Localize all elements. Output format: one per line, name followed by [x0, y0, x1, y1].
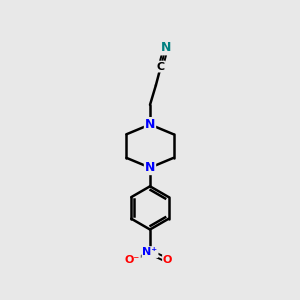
Text: C: C: [157, 61, 165, 72]
Text: N: N: [145, 118, 155, 131]
Text: N⁺: N⁺: [142, 247, 158, 257]
Text: O⁻: O⁻: [125, 255, 140, 265]
Text: O: O: [163, 255, 172, 265]
Text: N: N: [145, 161, 155, 174]
Text: N: N: [160, 41, 171, 54]
